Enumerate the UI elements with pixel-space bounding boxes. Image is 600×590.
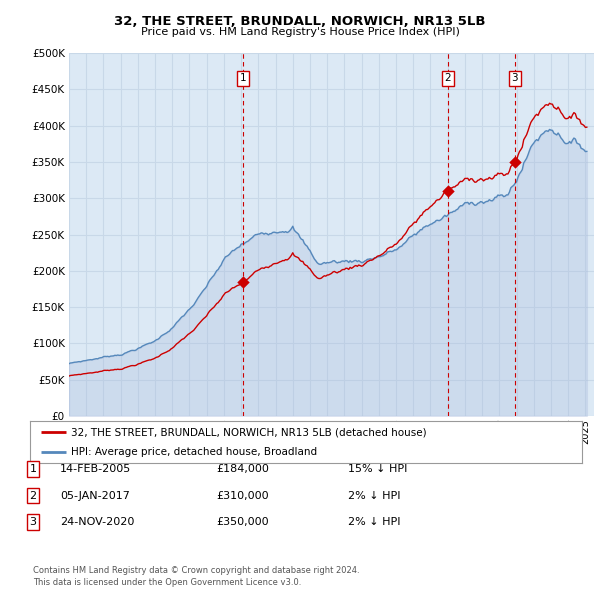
Text: 1: 1	[29, 464, 37, 474]
Point	[510, 158, 520, 167]
Text: 32, THE STREET, BRUNDALL, NORWICH, NR13 5LB: 32, THE STREET, BRUNDALL, NORWICH, NR13 …	[114, 15, 486, 28]
Text: Price paid vs. HM Land Registry's House Price Index (HPI): Price paid vs. HM Land Registry's House …	[140, 27, 460, 37]
Text: £350,000: £350,000	[216, 517, 269, 527]
Text: 14-FEB-2005: 14-FEB-2005	[60, 464, 131, 474]
Text: £184,000: £184,000	[216, 464, 269, 474]
Point	[238, 278, 248, 287]
Text: 2: 2	[29, 491, 37, 500]
Text: 2% ↓ HPI: 2% ↓ HPI	[348, 491, 401, 500]
Text: 15% ↓ HPI: 15% ↓ HPI	[348, 464, 407, 474]
Text: 24-NOV-2020: 24-NOV-2020	[60, 517, 134, 527]
Text: HPI: Average price, detached house, Broadland: HPI: Average price, detached house, Broa…	[71, 447, 317, 457]
Text: 05-JAN-2017: 05-JAN-2017	[60, 491, 130, 500]
Text: 2% ↓ HPI: 2% ↓ HPI	[348, 517, 401, 527]
Point	[443, 186, 453, 196]
Text: Contains HM Land Registry data © Crown copyright and database right 2024.
This d: Contains HM Land Registry data © Crown c…	[33, 566, 359, 587]
Text: 3: 3	[29, 517, 37, 527]
Text: 32, THE STREET, BRUNDALL, NORWICH, NR13 5LB (detached house): 32, THE STREET, BRUNDALL, NORWICH, NR13 …	[71, 427, 427, 437]
Text: 1: 1	[240, 74, 247, 84]
Text: £310,000: £310,000	[216, 491, 269, 500]
Text: 3: 3	[511, 74, 518, 84]
Text: 2: 2	[445, 74, 451, 84]
